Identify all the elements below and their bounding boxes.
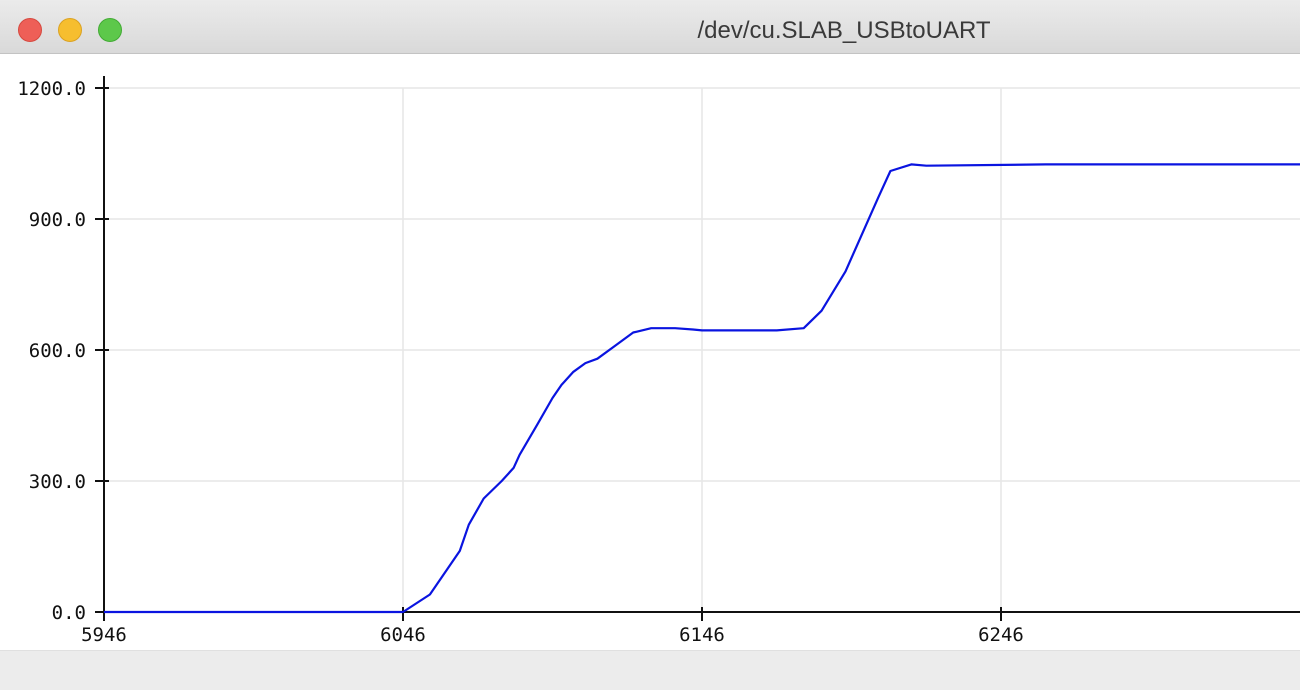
- x-tick-label: 5946: [81, 624, 127, 646]
- series-line: [104, 163, 1300, 614]
- minimize-window-button[interactable]: [58, 18, 82, 42]
- bottom-toolbar: [0, 650, 1300, 690]
- x-tick-label: 6046: [380, 624, 426, 646]
- y-tick-label: 900.0: [29, 209, 86, 231]
- y-tick-label: 600.0: [29, 340, 86, 362]
- window-title: /dev/cu.SLAB_USBtoUART: [697, 17, 991, 44]
- title-bar[interactable]: /dev/cu.SLAB_USBtoUART: [0, 0, 1300, 54]
- y-tick-label: 300.0: [29, 471, 86, 493]
- y-tick-label: 1200.0: [17, 78, 86, 100]
- maximize-window-button[interactable]: [98, 18, 122, 42]
- x-tick-label: 6146: [679, 624, 725, 646]
- x-tick-label: 6246: [978, 624, 1024, 646]
- close-window-button[interactable]: [18, 18, 42, 42]
- line-chart: 0.0 300.0 600.0 900.0 1200.0 5946 6046 6146 6246: [17, 76, 1300, 646]
- y-tick-label: 0.0: [52, 602, 86, 624]
- plot-area: 0.0 300.0 600.0 900.0 1200.0 5946 6046 6146 6246: [0, 54, 1300, 650]
